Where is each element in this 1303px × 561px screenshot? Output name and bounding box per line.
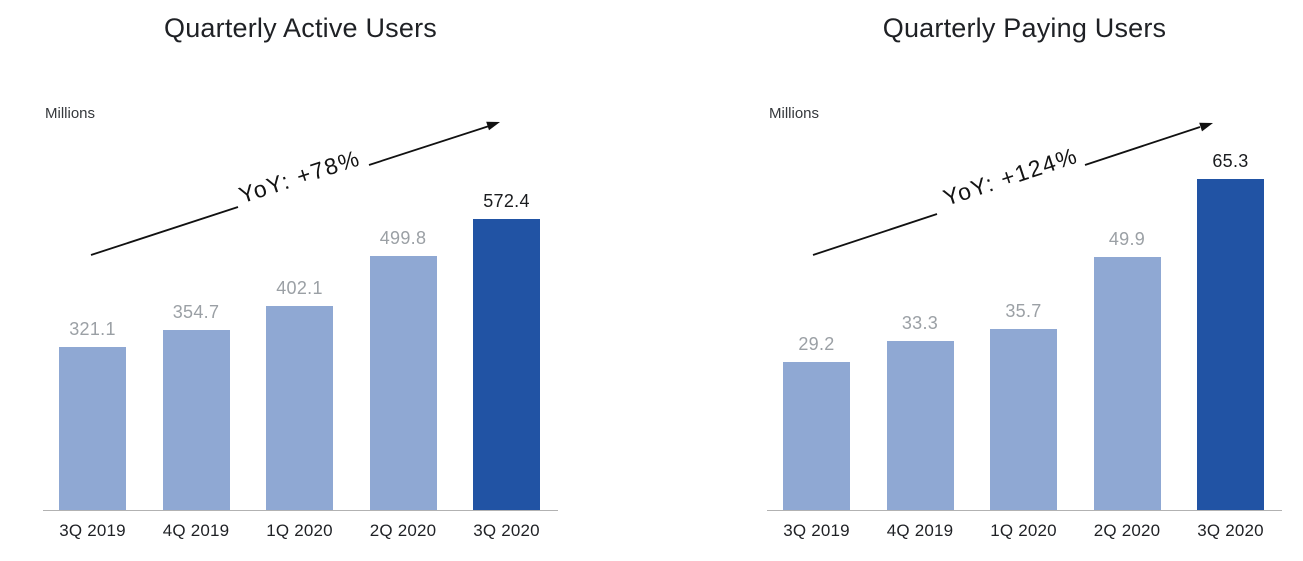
plot-area: 321.1 354.7 402.1 499.8 572.4 <box>43 175 558 510</box>
x-axis-tick-label: 4Q 2019 <box>886 521 954 540</box>
arrow-line-segment <box>368 125 489 166</box>
x-axis-line <box>767 510 1282 511</box>
bar-value-label: 35.7 <box>1005 301 1042 321</box>
bar-column: 402.1 <box>266 278 333 510</box>
x-axis-line <box>43 510 558 511</box>
bar-value-label: 354.7 <box>172 302 220 322</box>
x-axis-tick-label: 3Q 2019 <box>59 521 126 540</box>
bar-value-label: 499.8 <box>379 228 427 248</box>
bar-column: 499.8 <box>369 228 437 510</box>
x-axis-labels: 3Q 2019 4Q 2019 1Q 2020 2Q 2020 3Q 2020 <box>767 521 1282 545</box>
bar-value-label: 572.4 <box>483 191 530 211</box>
bar <box>990 329 1057 510</box>
axis-unit-label: Millions <box>45 105 96 122</box>
arrow-head-icon <box>486 121 500 131</box>
bar-value-label: 29.2 <box>798 334 835 354</box>
x-axis-tick-label: 4Q 2019 <box>162 521 230 540</box>
x-axis-tick-label: 2Q 2020 <box>369 521 437 540</box>
bar <box>369 256 437 510</box>
bar <box>886 341 954 510</box>
axis-unit-label: Millions <box>769 105 820 122</box>
bar-column: 35.7 <box>990 301 1057 510</box>
x-axis-tick-label: 3Q 2019 <box>783 521 850 540</box>
x-axis-tick-label: 3Q 2020 <box>473 521 540 540</box>
bar-value-label: 65.3 <box>1212 151 1249 171</box>
x-axis-labels: 3Q 2019 4Q 2019 1Q 2020 2Q 2020 3Q 2020 <box>43 521 558 545</box>
bar-value-label: 402.1 <box>276 278 323 298</box>
bar-value-label: 33.3 <box>901 313 939 333</box>
bar <box>266 306 333 510</box>
bar <box>473 219 540 510</box>
bar-column: 29.2 <box>783 334 850 510</box>
x-axis-tick-label: 3Q 2020 <box>1197 521 1264 540</box>
bar-value-label: 49.9 <box>1108 229 1146 249</box>
plot-area: 29.2 33.3 35.7 49.9 65.3 <box>767 151 1282 510</box>
x-axis-tick-label: 1Q 2020 <box>266 521 333 540</box>
bar <box>1197 179 1264 510</box>
bar-column: 49.9 <box>1093 229 1161 510</box>
bar-column: 354.7 <box>162 302 230 510</box>
chart-title: Quarterly Active Users <box>164 13 437 43</box>
chart-quarterly-active-users: Quarterly Active Users Millions YoY: +78… <box>43 0 558 561</box>
bar <box>59 347 126 510</box>
arrow-line-segment <box>1084 126 1201 166</box>
bar-column: 65.3 <box>1197 151 1264 510</box>
bar-value-label: 321.1 <box>69 319 116 339</box>
bar <box>1093 257 1161 510</box>
bar <box>162 330 230 510</box>
x-axis-tick-label: 1Q 2020 <box>990 521 1057 540</box>
chart-title: Quarterly Paying Users <box>882 13 1167 43</box>
x-axis-tick-label: 2Q 2020 <box>1093 521 1161 540</box>
bar-column: 321.1 <box>59 319 126 510</box>
chart-quarterly-paying-users: Quarterly Paying Users Millions YoY: +12… <box>767 0 1282 561</box>
bar <box>783 362 850 510</box>
bar-column: 33.3 <box>886 313 954 510</box>
arrow-head-icon <box>1199 122 1213 132</box>
bar-column: 572.4 <box>473 191 540 510</box>
